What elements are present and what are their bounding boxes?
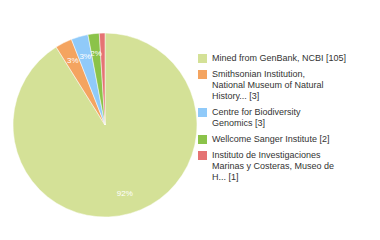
- html-text:Instituto de Investigaciones: Instituto de Investigaciones: [212, 149, 321, 160]
- svg-text:92%: 92%: [117, 189, 133, 198]
- html-text:Centre for Biodiversity: Centre for Biodiversity: [212, 106, 301, 117]
- html-text:History... [3]: History... [3]: [212, 90, 260, 101]
- html-text:Genomics [3]: Genomics [3]: [212, 117, 265, 128]
- html-text:National Museum of Natural: National Museum of Natural: [212, 79, 324, 90]
- svg-text:3%: 3%: [79, 52, 91, 61]
- html-text:H... [1]: H... [1]: [212, 171, 239, 182]
- html-text:Wellcome Sanger Institute [2]: Wellcome Sanger Institute [2]: [212, 133, 330, 144]
- svg-text:2%: 2%: [90, 49, 102, 58]
- html-text:Marinas y Costeras, Museo de: Marinas y Costeras, Museo de: [212, 160, 335, 171]
- html-text:Mined from GenBank, NCBI [105]: Mined from GenBank, NCBI [105]: [212, 52, 347, 63]
- svg-text:3%: 3%: [67, 56, 79, 65]
- html-text:Smithsonian Institution,: Smithsonian Institution,: [212, 68, 306, 79]
